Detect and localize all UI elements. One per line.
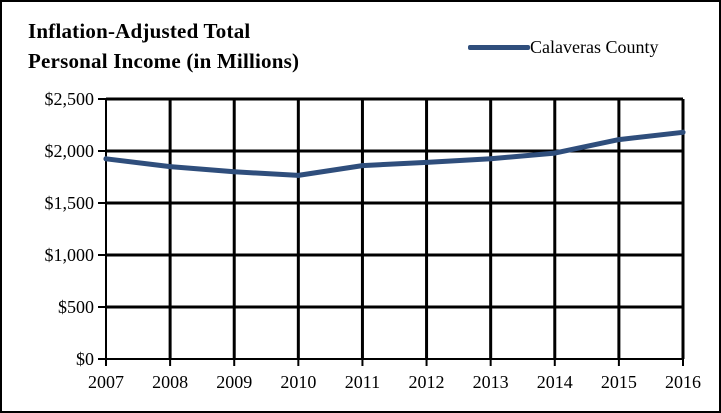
x-tick-label: 2015 [601, 372, 637, 392]
x-tick-label: 2016 [665, 372, 701, 392]
axes [98, 98, 684, 366]
x-tick-label: 2007 [88, 372, 124, 392]
chart-title-line-1: Inflation-Adjusted Total [28, 19, 251, 43]
y-tick-label: $2,500 [45, 89, 95, 109]
x-tick-label: 2013 [473, 372, 509, 392]
x-tick-label: 2009 [216, 372, 252, 392]
x-tick-label: 2011 [345, 372, 380, 392]
y-tick-label: $2,000 [45, 141, 95, 161]
data-point [424, 159, 430, 165]
data-point [552, 150, 558, 156]
y-tick-label: $1,000 [45, 245, 95, 265]
y-tick-labels: $0 $500 $1,000 $1,500 $2,000 $2,500 [45, 89, 95, 369]
y-tick-label: $500 [58, 297, 94, 317]
x-tick-label: 2012 [409, 372, 445, 392]
data-point [616, 137, 622, 143]
chart-title-line-2: Personal Income (in Millions) [28, 49, 300, 73]
x-tick-label: 2010 [280, 372, 316, 392]
series-line [103, 129, 686, 178]
chart-legend: Calaveras County [468, 35, 658, 59]
data-point [680, 129, 686, 135]
legend-swatch [468, 44, 530, 50]
x-tick-labels: 2007 2008 2009 2010 2011 2012 2013 2014 2015 2016 [88, 372, 701, 392]
x-tick-label: 2008 [152, 372, 188, 392]
grid-lines [106, 97, 685, 359]
data-point [359, 163, 365, 169]
x-tick-label: 2014 [537, 372, 573, 392]
series-lines [103, 129, 686, 178]
data-point [167, 164, 173, 170]
chart-title: Inflation-Adjusted Total Personal Income… [28, 16, 299, 76]
data-point [295, 172, 301, 178]
y-tick-label: $1,500 [45, 193, 95, 213]
legend-label: Calaveras County [530, 36, 659, 57]
y-tick-label: $0 [76, 349, 94, 369]
data-point [231, 169, 237, 175]
data-point [103, 156, 109, 162]
data-point [488, 156, 494, 162]
